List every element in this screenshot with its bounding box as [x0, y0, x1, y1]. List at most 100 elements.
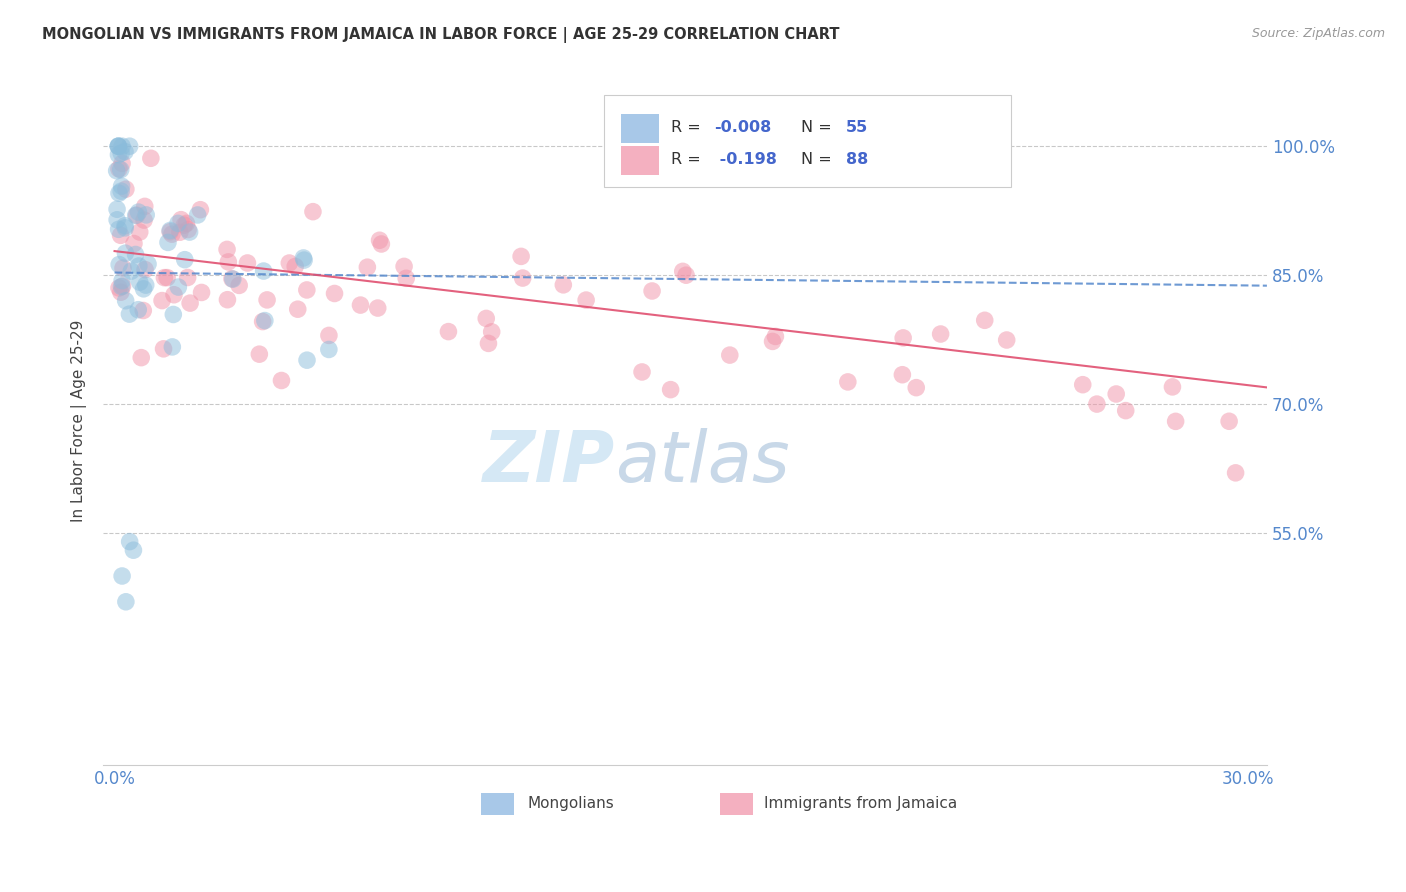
Point — [120, 264, 142, 278]
Point — [179, 296, 201, 310]
Point — [107, 139, 129, 153]
Point — [1161, 380, 1184, 394]
Point — [122, 543, 145, 558]
Point — [356, 260, 378, 275]
Point — [134, 199, 156, 213]
Point — [368, 233, 391, 247]
Point — [1115, 403, 1137, 417]
Point — [159, 225, 181, 239]
Point — [228, 278, 250, 293]
Point — [150, 293, 173, 308]
Point — [111, 156, 134, 170]
Point — [1071, 377, 1094, 392]
Point — [718, 348, 741, 362]
Point — [302, 204, 325, 219]
Point — [111, 274, 134, 288]
Point — [107, 222, 129, 236]
Point — [162, 308, 184, 322]
Point — [270, 374, 292, 388]
Point — [292, 251, 315, 265]
Point — [553, 277, 575, 292]
Point — [108, 186, 131, 201]
Text: -0.198: -0.198 — [714, 153, 778, 168]
Point — [108, 281, 131, 295]
Point — [128, 205, 150, 219]
Text: Source: ZipAtlas.com: Source: ZipAtlas.com — [1251, 27, 1385, 40]
Point — [125, 209, 148, 223]
Point — [318, 328, 340, 343]
Point — [169, 225, 191, 239]
Point — [367, 301, 389, 315]
Point — [659, 383, 682, 397]
Point — [177, 222, 200, 236]
Point — [159, 223, 181, 237]
Point — [672, 264, 695, 278]
Point — [510, 249, 533, 263]
Point — [179, 225, 201, 239]
Point — [163, 287, 186, 301]
Point — [437, 325, 460, 339]
Point — [167, 280, 190, 294]
Point — [132, 282, 155, 296]
Point — [287, 302, 309, 317]
Point — [318, 343, 340, 357]
Point — [252, 315, 274, 329]
Point — [1105, 387, 1128, 401]
Point — [641, 284, 664, 298]
Point — [110, 162, 132, 177]
Point — [392, 260, 415, 274]
Point — [395, 271, 418, 285]
Y-axis label: In Labor Force | Age 25-29: In Labor Force | Age 25-29 — [72, 320, 87, 523]
Point — [176, 270, 198, 285]
Point — [217, 293, 239, 307]
Point — [236, 256, 259, 270]
Text: MONGOLIAN VS IMMIGRANTS FROM JAMAICA IN LABOR FORCE | AGE 25-29 CORRELATION CHAR: MONGOLIAN VS IMMIGRANTS FROM JAMAICA IN … — [42, 27, 839, 43]
Point — [127, 302, 149, 317]
Text: R =: R = — [671, 153, 706, 168]
Point — [110, 279, 132, 293]
Point — [891, 368, 914, 382]
Text: ZIP: ZIP — [484, 428, 616, 497]
Point — [124, 247, 146, 261]
FancyBboxPatch shape — [720, 793, 752, 814]
Point — [122, 236, 145, 251]
Point — [1085, 397, 1108, 411]
Text: 55: 55 — [845, 120, 868, 136]
Point — [370, 237, 392, 252]
Point — [1225, 466, 1247, 480]
Point — [905, 381, 928, 395]
FancyBboxPatch shape — [481, 793, 515, 814]
Point — [295, 353, 318, 368]
Point — [190, 285, 212, 300]
Point — [222, 272, 245, 286]
Point — [891, 331, 914, 345]
Point — [110, 146, 132, 161]
Text: N =: N = — [801, 120, 838, 136]
Point — [170, 212, 193, 227]
Point — [132, 213, 155, 227]
Point — [114, 293, 136, 308]
Point — [107, 147, 129, 161]
Point — [221, 272, 243, 286]
Point — [105, 212, 128, 227]
Point — [111, 261, 134, 276]
Point — [139, 151, 162, 165]
Point — [108, 161, 131, 176]
Point — [118, 139, 141, 153]
FancyBboxPatch shape — [621, 114, 659, 143]
Point — [105, 202, 128, 217]
Point — [114, 220, 136, 235]
Point — [115, 595, 138, 609]
Point — [284, 260, 307, 274]
FancyBboxPatch shape — [603, 95, 1011, 187]
Point — [278, 256, 301, 270]
Point — [114, 145, 136, 159]
Point — [107, 139, 129, 153]
Point — [156, 270, 179, 285]
Point — [215, 243, 238, 257]
Point — [110, 228, 132, 243]
Point — [190, 202, 212, 217]
Point — [929, 326, 952, 341]
Point — [1164, 414, 1187, 428]
Point — [995, 333, 1018, 347]
